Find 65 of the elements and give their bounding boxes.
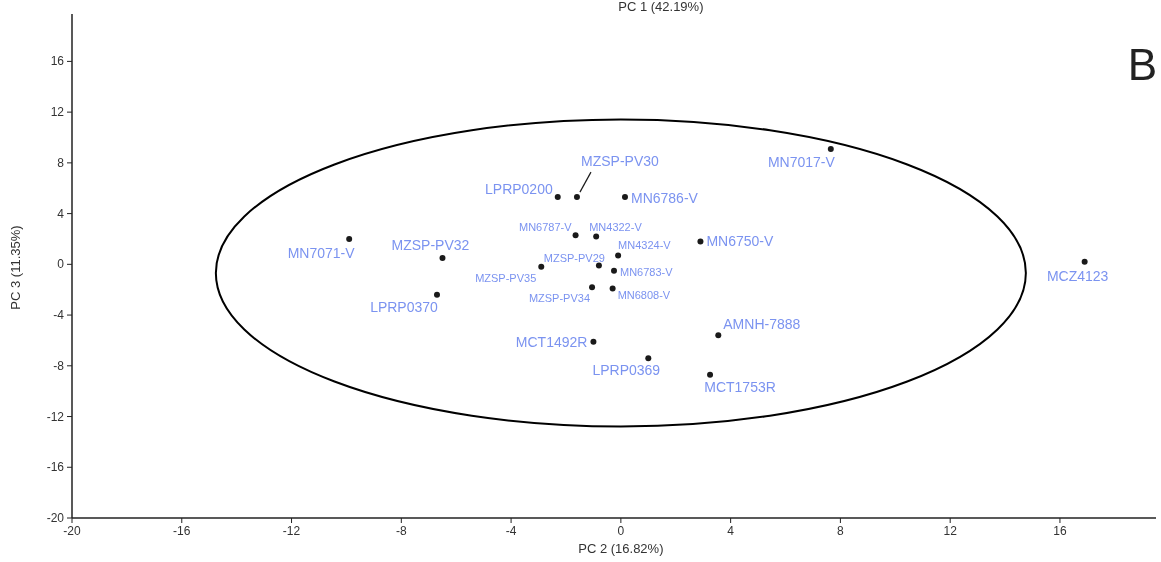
point <box>590 338 597 345</box>
y-tick-label: -12 <box>46 409 65 424</box>
point <box>827 145 834 152</box>
x-tick-label: -8 <box>395 524 407 538</box>
x-tick-label: 12 <box>943 524 958 538</box>
x-tick-label: -12 <box>282 524 301 538</box>
y-tick-label: 8 <box>57 155 65 170</box>
point <box>433 291 440 298</box>
x-axis-title: PC 2 (16.82%) <box>578 541 664 556</box>
point <box>615 252 622 259</box>
x-tick-label: 4 <box>727 524 735 538</box>
point <box>439 254 446 261</box>
point <box>554 194 561 201</box>
y-tick-label: -8 <box>53 358 65 373</box>
point <box>572 232 579 239</box>
data-label: MCZ4123 <box>1046 267 1109 284</box>
point <box>1081 258 1088 265</box>
data-label: MZSP-PV30 <box>581 153 660 170</box>
y-tick-label: 12 <box>50 105 65 120</box>
y-tick-label: -20 <box>46 511 65 525</box>
x-tick-label: 8 <box>837 524 845 538</box>
data-label: MN7017-V <box>767 153 836 170</box>
data-label: MZSP-PV34 <box>528 292 591 305</box>
point <box>595 262 602 269</box>
x-tick-label: -4 <box>505 524 517 538</box>
data-label: MZSP-PV35 <box>475 271 537 284</box>
data-label: LPRP0370 <box>370 298 439 315</box>
point <box>609 285 616 292</box>
y-tick-label: 4 <box>57 206 65 221</box>
x-tick-label: -16 <box>173 524 191 538</box>
data-label: AMNH-7888 <box>723 316 801 333</box>
point <box>707 371 714 378</box>
point <box>697 238 704 245</box>
y-axis-title: PC 3 (11.35%) <box>8 225 23 310</box>
point <box>611 267 617 274</box>
x-tick-label: 0 <box>617 524 625 538</box>
data-label: MCT1753R <box>704 378 776 395</box>
point <box>715 332 722 339</box>
point <box>573 194 580 201</box>
point <box>593 233 600 240</box>
point <box>538 263 545 270</box>
data-label: MZSP-PV32 <box>391 236 470 253</box>
data-label: MN6750-V <box>706 233 775 250</box>
y-tick-label: 0 <box>57 257 65 272</box>
data-label: MN6808-V <box>617 289 671 302</box>
data-label: MCT1492R <box>515 333 588 350</box>
data-label: MN6786-V <box>630 190 699 207</box>
data-label: MZSP-PV29 <box>543 251 605 264</box>
text: PC 1 (42.19%) <box>618 0 704 14</box>
data-label: MN4324-V <box>618 239 672 252</box>
y-tick-label: -4 <box>53 308 65 323</box>
y-tick-label: 16 <box>50 54 65 69</box>
data-label: MN7071-V <box>287 244 356 261</box>
data-label: MN6787-V <box>519 221 573 234</box>
point <box>645 355 652 362</box>
point <box>589 284 596 291</box>
x-tick-label: 16 <box>1053 524 1067 538</box>
point <box>621 194 628 201</box>
annotation: B <box>1127 40 1157 89</box>
data-label: MN4322-V <box>589 221 643 234</box>
data-label: MN6783-V <box>620 265 674 278</box>
data-label: LPRP0369 <box>592 362 661 379</box>
y-tick-label: -16 <box>46 460 65 475</box>
point <box>346 235 353 242</box>
data-label: LPRP0200 <box>485 181 553 198</box>
